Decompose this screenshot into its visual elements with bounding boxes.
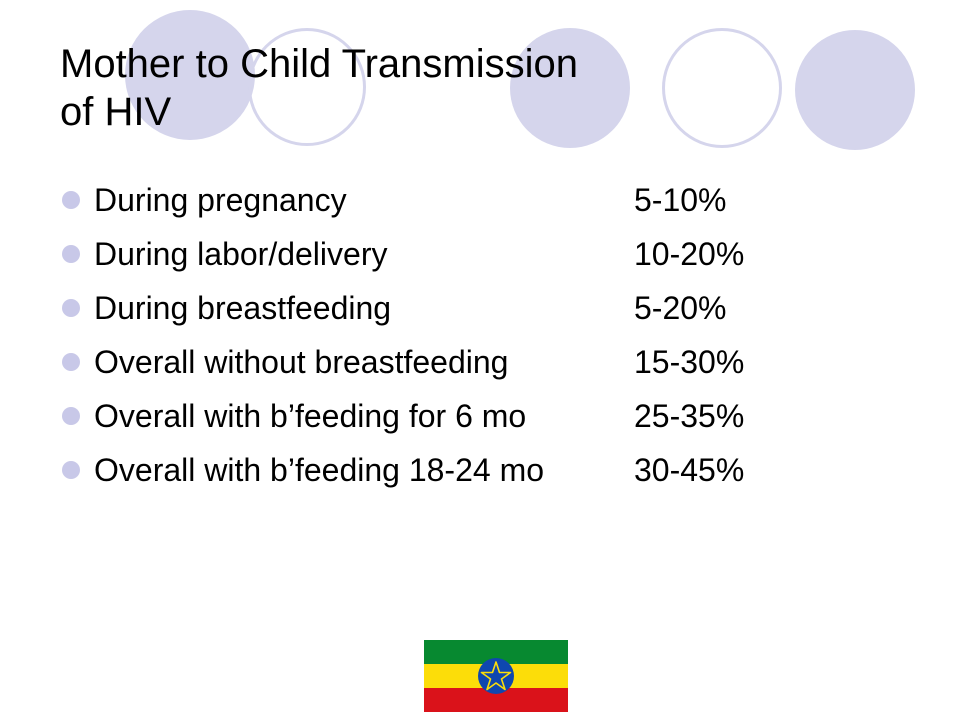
item-label: During labor/delivery: [94, 236, 388, 272]
title-line-1: Mother to Child Transmission: [60, 42, 578, 86]
decorative-circle: [248, 28, 366, 146]
flag-star-icon: [480, 661, 512, 691]
item-value: 10-20%: [634, 236, 745, 272]
item-value: 25-35%: [634, 398, 745, 434]
item-label: Overall without breastfeeding: [94, 344, 509, 380]
bullet-icon: [62, 407, 80, 425]
ethiopia-flag-icon: [424, 640, 568, 712]
item-label: During pregnancy: [94, 182, 347, 218]
decorative-circle: [510, 28, 630, 148]
bullet-icon: [62, 353, 80, 371]
slide-title: Mother to Child Transmission of HIV: [60, 40, 700, 136]
decorative-circle: [662, 28, 782, 148]
item-label: Overall with b’feeding for 6 mo: [94, 398, 527, 434]
bullet-icon: [62, 299, 80, 317]
bullet-icon: [62, 191, 80, 209]
item-value: 30-45%: [634, 452, 745, 488]
item-value: 5-20%: [634, 290, 727, 326]
item-value: 15-30%: [634, 344, 745, 380]
decorative-circle: [795, 30, 915, 150]
item-label: Overall with b’feeding 18-24 mo: [94, 452, 545, 488]
item-label: During breastfeeding: [94, 290, 392, 326]
decorative-circle: [125, 10, 255, 140]
bullet-icon: [62, 461, 80, 479]
bullet-icon: [62, 245, 80, 263]
item-value: 5-10%: [634, 182, 727, 218]
flag-emblem-disc: [478, 658, 514, 694]
title-line-2: of HIV: [60, 90, 172, 134]
